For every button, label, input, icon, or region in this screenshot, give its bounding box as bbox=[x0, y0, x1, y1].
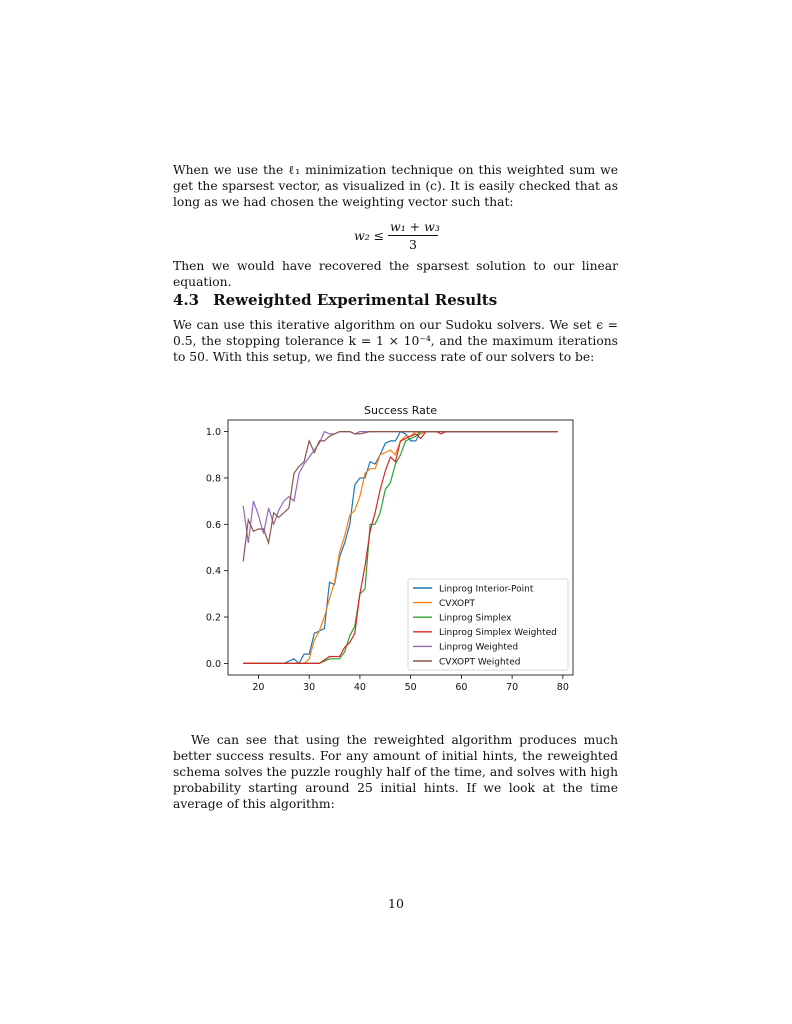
equation-denominator: 3 bbox=[409, 237, 417, 252]
paragraph-setup: We can use this iterative algorithm on o… bbox=[173, 318, 618, 364]
legend-label-3: Linprog Simplex bbox=[439, 614, 512, 624]
x-tick-label: 30 bbox=[303, 682, 315, 693]
series-line-5 bbox=[242, 430, 558, 543]
series-line-6 bbox=[242, 430, 558, 562]
x-tick-label: 20 bbox=[252, 682, 264, 693]
section-title: Reweighted Experimental Results bbox=[213, 291, 498, 309]
y-tick-label: 1.0 bbox=[206, 427, 221, 438]
y-tick-label: 0.6 bbox=[206, 520, 221, 531]
legend-box bbox=[407, 578, 569, 671]
y-tick-label: 0.2 bbox=[206, 613, 221, 624]
x-tick-label: 70 bbox=[506, 682, 518, 693]
paragraph-intro: When we use the ℓ₁ minimization techniqu… bbox=[173, 163, 618, 209]
x-tick-label: 40 bbox=[354, 682, 366, 693]
section-heading: 4.3 Reweighted Experimental Results bbox=[173, 291, 497, 309]
section-number: 4.3 bbox=[173, 291, 200, 309]
success-rate-figure: Success Rate 20 30 40 50 60 70 80 0.0 0.2 0.4 0.6 0.… bbox=[195, 398, 595, 702]
chart-title: Success Rate bbox=[364, 404, 437, 417]
x-tick-label: 60 bbox=[455, 682, 467, 693]
x-tick-label: 80 bbox=[557, 682, 569, 693]
paragraph-discussion: We can see that using the reweighted alg… bbox=[173, 733, 618, 811]
legend-label-1: Linprog Interior-Point bbox=[439, 584, 534, 594]
legend-label-4: Linprog Simplex Weighted bbox=[439, 628, 557, 638]
plot-frame bbox=[227, 419, 574, 676]
legend-label-5: Linprog Weighted bbox=[439, 643, 518, 653]
y-tick-label: 0.8 bbox=[206, 473, 221, 484]
y-tick-label: 0.4 bbox=[206, 566, 221, 577]
legend-label-2: CVXOPT bbox=[439, 599, 476, 609]
x-tick-label: 50 bbox=[405, 682, 417, 693]
legend-label-6: CVXOPT Weighted bbox=[439, 657, 521, 667]
y-tick-label: 0.0 bbox=[206, 659, 221, 670]
equation-lhs: w₂ ≤ bbox=[354, 228, 385, 243]
paragraph-conclusion: Then we would have recovered the sparses… bbox=[173, 259, 618, 289]
page-number: 10 bbox=[388, 896, 404, 911]
success-rate-chart: Success Rate 20 30 40 50 60 70 80 0.0 0.2 0.4 0.6 0.… bbox=[206, 404, 574, 693]
equation-fraction: w₁ + w₃ 3 bbox=[388, 219, 440, 252]
equation-numerator: w₁ + w₃ bbox=[388, 219, 440, 236]
